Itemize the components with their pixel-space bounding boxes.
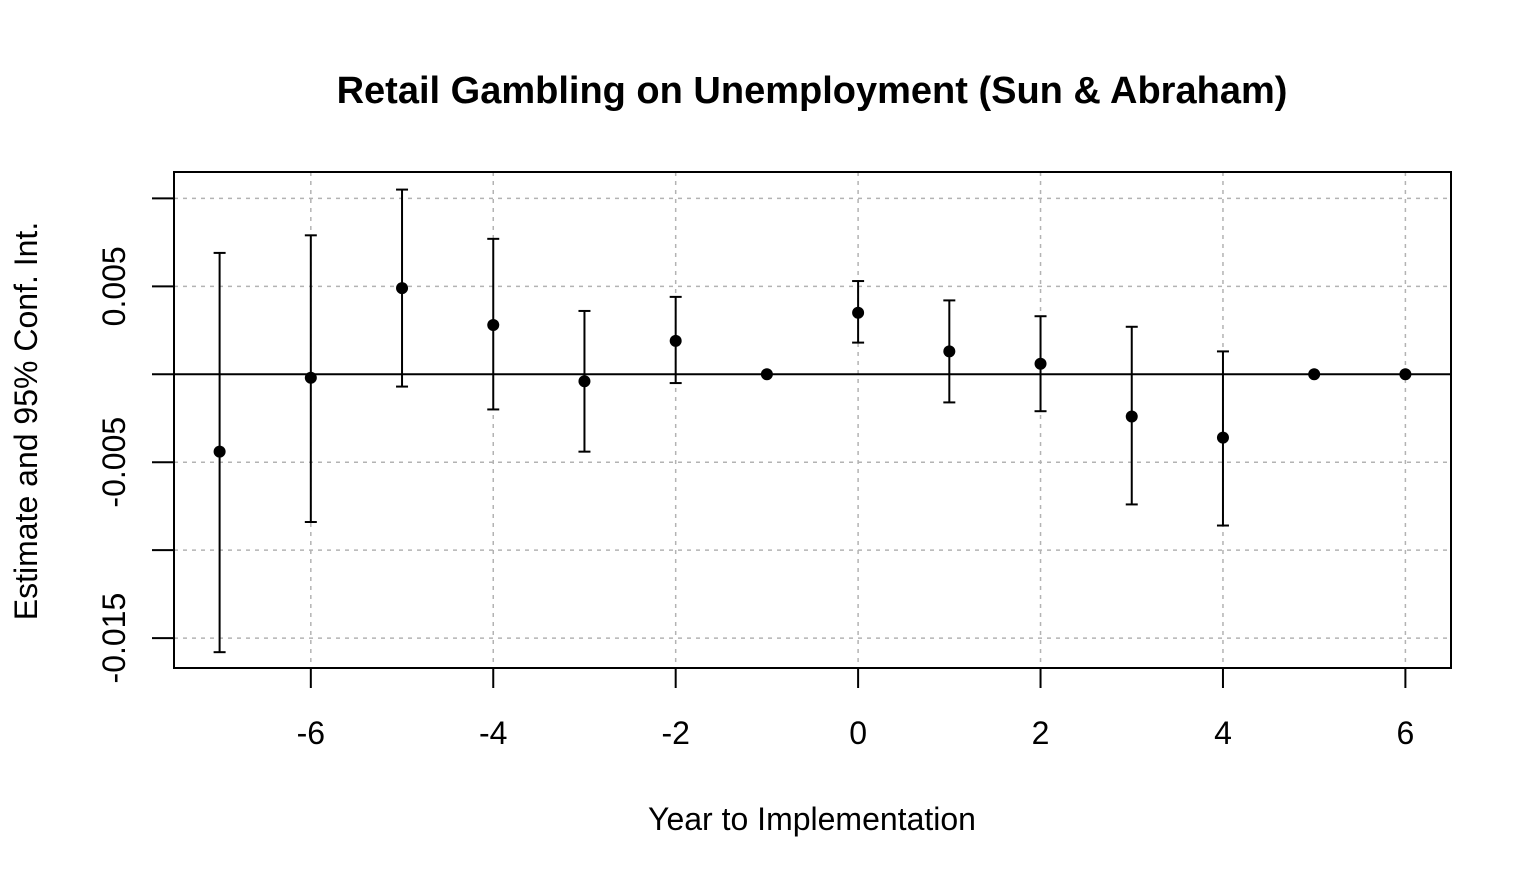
estimate-point — [578, 375, 591, 388]
estimate-point — [669, 334, 682, 347]
x-tick-label: -6 — [297, 715, 325, 751]
estimate-point — [487, 319, 500, 332]
estimate-point — [213, 445, 226, 458]
estimate-point — [1399, 368, 1412, 381]
y-tick-label: -0.015 — [96, 593, 132, 684]
x-tick-label: -2 — [661, 715, 689, 751]
x-axis: -6 -4 -2 0 2 4 6 — [297, 668, 1414, 751]
estimates-layer — [213, 188, 1412, 654]
estimate-point — [396, 282, 409, 295]
estimate-point — [760, 368, 773, 381]
x-tick-label: 6 — [1396, 715, 1414, 751]
chart-title: Retail Gambling on Unemployment (Sun & A… — [337, 70, 1288, 112]
plot-frame — [173, 171, 1452, 669]
x-axis-label: Year to Implementation — [648, 801, 976, 837]
estimate-point — [1125, 410, 1138, 423]
y-axis-label: Estimate and 95% Conf. Int. — [8, 222, 44, 620]
estimate-point — [943, 345, 956, 358]
x-tick-label: 4 — [1214, 715, 1232, 751]
x-tick-label: -4 — [479, 715, 507, 751]
estimate-point — [1308, 368, 1321, 381]
y-axis: -0.015 -0.005 0.005 — [96, 197, 174, 684]
estimate-point — [1216, 431, 1229, 444]
y-tick-label: 0.005 — [96, 246, 132, 326]
estimate-point — [852, 306, 865, 319]
estimate-point — [304, 371, 317, 384]
y-tick-label: -0.005 — [96, 417, 132, 508]
grid-lines — [174, 172, 1451, 668]
x-tick-label: 0 — [849, 715, 867, 751]
estimate-point — [1034, 357, 1047, 370]
x-tick-label: 2 — [1032, 715, 1050, 751]
